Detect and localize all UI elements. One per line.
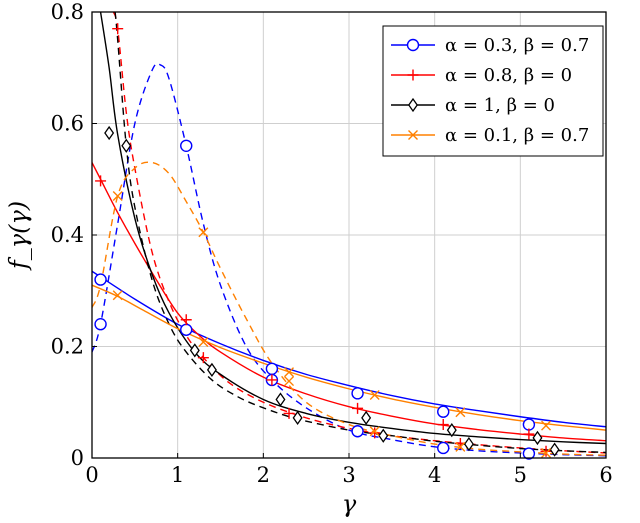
x-tick-label: 2 [257,463,270,487]
series-2-solid-point [189,343,200,358]
series-2-solid-point [446,422,457,438]
series-2-solid-point [532,430,543,446]
series-3-solid-point [455,407,466,418]
series-3-dashed-point [284,376,295,387]
legend: α = 0.3, β = 0.7 α = 0.8, β = 0 α = 1, β =… [382,25,604,157]
series-1-dashed-point [369,427,381,439]
x-tick-label: 3 [342,463,355,487]
series-2-dashed-line [114,12,606,454]
series-0-solid-point [351,387,364,400]
series-0-solid-point [180,323,193,336]
x-tick-label: 6 [599,463,612,487]
series-2-dashed-point [206,362,217,378]
series-0-dashed-point [522,447,536,460]
series-1-solid-point [523,428,535,440]
x-tick-label: 4 [428,463,441,487]
series-2-dashed-point [378,428,389,443]
legend-label: α = 0.1, β = 0.7 [445,125,589,146]
series-3-dashed-point [198,227,209,238]
series-1-solid-point [95,175,107,187]
series-3-dashed-line [92,161,606,456]
series-3-solid-point [112,290,123,301]
series-0-dashed-point [94,318,107,331]
series-2-dashed-point [292,410,303,425]
series-1-solid-point [437,419,449,431]
series-1-solid-point [266,374,278,386]
markers [94,23,560,460]
series-1-dashed-point [197,352,209,364]
series-3-dashed-point [369,426,380,437]
legend-label: α = 1, β = 0 [445,95,555,116]
series-0-solid-point [265,362,279,375]
series-3-dashed-point [112,190,123,201]
series-1-dashed-point [283,407,295,419]
series-2-dashed-point [463,436,474,452]
legend-entry: α = 1, β = 0 [391,95,555,116]
series-0-solid-point [94,273,107,286]
series-3-dashed-point [455,441,466,452]
series-2-solid-point [361,410,372,425]
x-tick-label: 5 [514,463,527,487]
y-tick-label: 0.8 [51,0,84,24]
legend-marker [406,38,420,52]
legend-marker [408,130,418,140]
series-0-dashed-point [351,425,364,438]
legend-marker [407,69,419,81]
legend-label: α = 0.8, β = 0 [445,65,572,86]
series-1-dashed-point [112,23,124,35]
series-3-solid-line [92,284,606,431]
ticks: 0 1 2 3 4 5 6 0 0.2 0.4 0.6 0.8 [51,0,613,487]
legend-marker [408,97,418,113]
series-0-solid-point [437,405,450,418]
legend-entry: α = 0.8, β = 0 [391,65,572,86]
series-3-solid-point [198,337,209,348]
y-tick-label: 0.4 [51,223,84,247]
series-0-solid-point [522,418,536,431]
series-2-dashed-point [121,138,132,153]
series-2-solid-point [104,125,115,141]
series-1-solid-line [92,162,606,442]
series-2-dashed-point [549,442,560,457]
series-0-solid-line [92,270,606,428]
series-0-dashed-line [92,62,606,457]
x-axis-label: γ [342,490,357,518]
plot-area [92,12,606,457]
series-3-solid-point [369,390,380,400]
series-2-solid-point [275,392,286,407]
series-1-dashed-point [540,445,552,457]
y-axis-label-group: f_γ(γ) [5,201,33,271]
series-0-dashed-point [437,441,450,455]
series-0-dashed-point [180,139,193,153]
series-1-solid-point [180,314,192,326]
series-3-solid-point [284,367,295,378]
legend-entry: α = 0.1, β = 0.7 [391,125,589,146]
series-3-solid-point [541,420,552,431]
series-2-solid-line [99,12,606,445]
x-tick-label: 0 [85,463,98,487]
y-tick-label: 0.2 [51,335,84,359]
y-tick-label: 0.6 [51,112,84,136]
x-tick-label: 1 [171,463,184,487]
y-axis-label: f_γ(γ) [5,201,33,271]
legend-label: α = 0.3, β = 0.7 [445,35,589,56]
series-1-solid-point [352,402,364,414]
series-3-dashed-point [541,447,552,458]
legend-entry: α = 0.3, β = 0.7 [391,35,589,56]
y-tick-label: 0 [71,446,84,470]
